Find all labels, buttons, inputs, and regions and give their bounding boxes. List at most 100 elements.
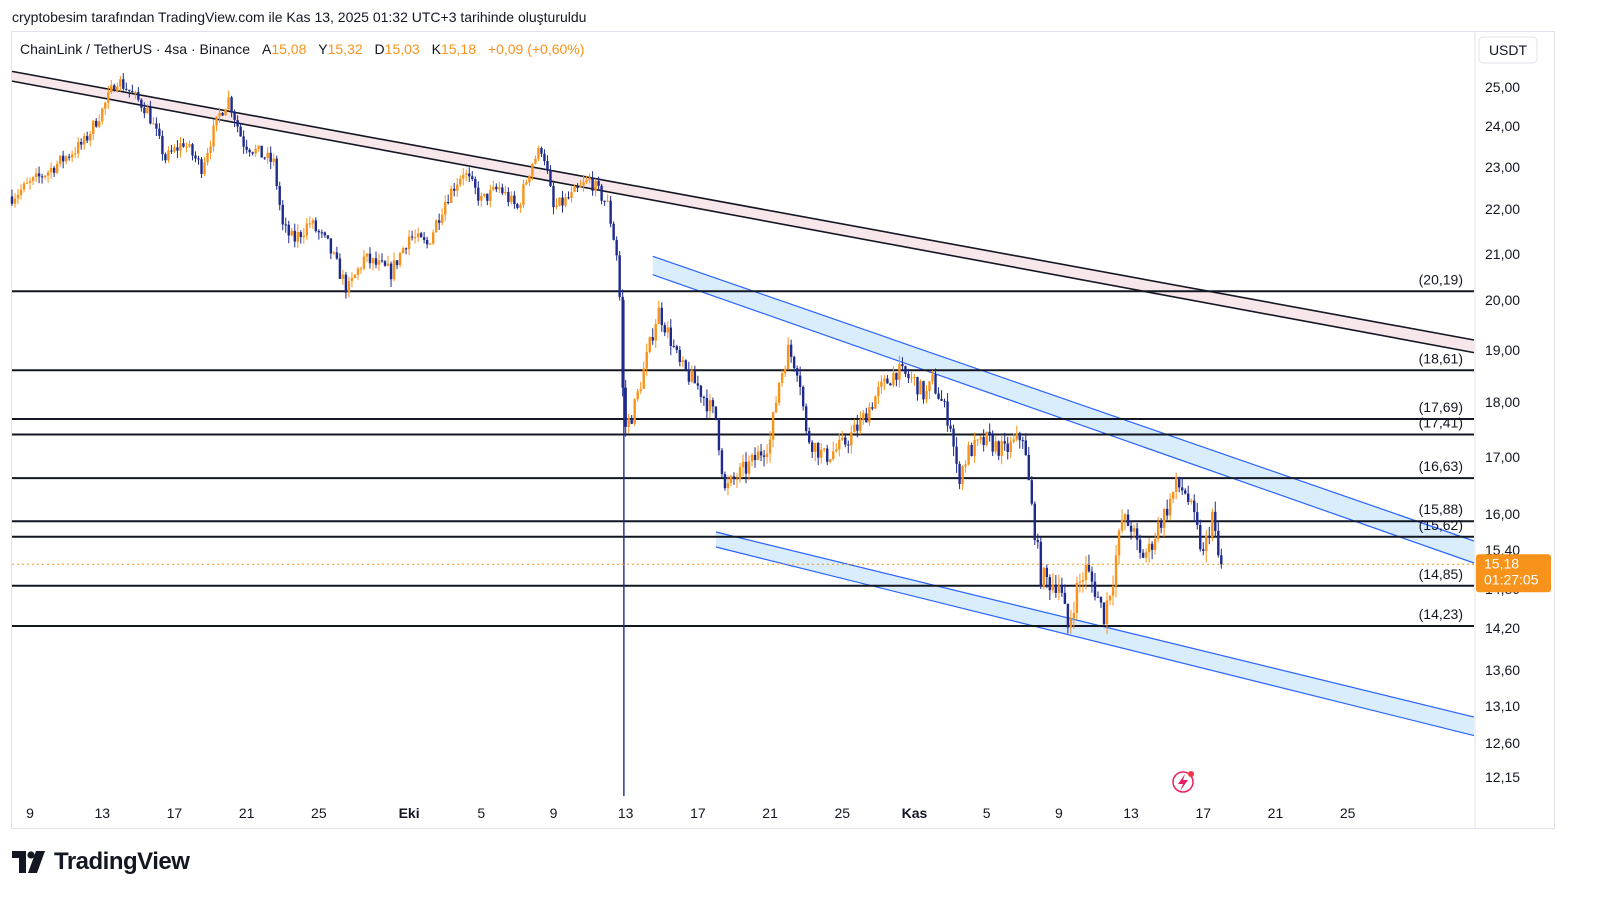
candle-body (844, 437, 847, 445)
candle-body (317, 231, 321, 233)
candle-body (585, 179, 588, 183)
candle-body (371, 258, 375, 264)
symbol-name[interactable]: ChainLink / TetherUS · 4sa · Binance (20, 41, 251, 57)
candle-body (883, 378, 886, 382)
candle-body (149, 107, 152, 124)
candle-body (224, 109, 227, 116)
candle-body (251, 152, 254, 154)
candle-body (1205, 535, 1208, 551)
candle-body (573, 186, 576, 192)
time-tick-label: 9 (1055, 805, 1063, 821)
candle-body (717, 419, 721, 451)
candle-body (456, 184, 459, 191)
candle-body (922, 381, 925, 400)
candle-body (856, 424, 859, 431)
candle-body (230, 97, 233, 113)
candle-body (46, 172, 50, 176)
currency-label[interactable]: USDT (1489, 42, 1528, 58)
candle-body (988, 431, 991, 436)
candle-body (1217, 530, 1220, 556)
candle-body (326, 235, 330, 239)
candle-body (838, 439, 841, 450)
candle-body (504, 192, 507, 194)
candles[interactable] (10, 73, 1223, 635)
candle-body (269, 152, 272, 162)
candle-body (248, 149, 251, 153)
candle-body (28, 181, 32, 183)
time-tick-label: 17 (1195, 805, 1211, 821)
candle-body (994, 441, 997, 452)
candle-body (332, 252, 336, 254)
candle-body (519, 204, 522, 208)
candle-body (55, 163, 59, 173)
price-tick-label: 13,10 (1485, 698, 1520, 714)
candle-body (146, 107, 149, 114)
candle-body (877, 386, 880, 397)
symbol-legend[interactable]: ChainLink / TetherUS · 4sa · Binance A15… (20, 41, 584, 57)
candle-body (1199, 525, 1202, 550)
candle-body (795, 368, 799, 376)
candle-body (678, 349, 682, 363)
candle-body (813, 443, 817, 452)
candle-body (979, 436, 982, 440)
candle-body (817, 443, 820, 458)
candle-body (386, 263, 390, 266)
candle-body (22, 183, 26, 190)
tradingview-logo[interactable]: TradingView (12, 848, 190, 876)
candle-body (338, 258, 342, 279)
candle-body (188, 144, 191, 147)
candle-body (753, 454, 757, 461)
candle-body (1078, 581, 1082, 583)
candle-body (257, 145, 260, 149)
candle-body (708, 400, 712, 412)
candle-body (122, 79, 125, 89)
candle-body (931, 374, 934, 382)
candle-body (49, 167, 53, 173)
candle-body (600, 185, 603, 201)
candle-body (98, 121, 101, 127)
candle-body (395, 260, 399, 265)
candle-body (450, 188, 453, 203)
candle-body (1087, 564, 1091, 572)
candle-body (744, 461, 748, 474)
candle-body (320, 232, 324, 234)
candle-body (462, 174, 465, 179)
candle-body (804, 406, 808, 432)
candle-body (1009, 441, 1012, 453)
candle-body (296, 232, 299, 242)
low-label: D (374, 41, 385, 57)
price-tick-label: 25,00 (1485, 79, 1520, 95)
candle-body (612, 223, 615, 240)
candle-body (1030, 480, 1033, 504)
candle-body (985, 431, 988, 445)
candle-body (672, 346, 676, 348)
candle-body (89, 133, 92, 141)
candle-body (1171, 491, 1175, 499)
chart-frame (11, 31, 1555, 829)
candle-body (161, 135, 164, 155)
candle-body (1117, 530, 1121, 556)
candle-body (272, 158, 275, 162)
price-tick-label: 22,00 (1485, 201, 1520, 217)
resistance-line-upper (11, 70, 1475, 341)
currency-button[interactable] (1478, 36, 1538, 64)
candle-body (1108, 595, 1112, 601)
candle-body (1057, 585, 1061, 593)
candle-body (756, 451, 760, 461)
candle-body (771, 412, 775, 440)
candle-body (961, 466, 964, 485)
open-label: A (261, 41, 272, 57)
candle-body (570, 191, 573, 198)
candle-body (895, 372, 898, 380)
candle-body (474, 178, 477, 188)
price-tick-label: 12,15 (1485, 769, 1520, 785)
candle-body (453, 188, 456, 191)
candle-body (522, 184, 525, 205)
candle-body (344, 274, 348, 293)
candle-body (543, 153, 546, 162)
candle-body (624, 387, 627, 427)
candle-body (937, 393, 940, 399)
candle-body (639, 388, 642, 391)
candle-body (1196, 512, 1199, 526)
